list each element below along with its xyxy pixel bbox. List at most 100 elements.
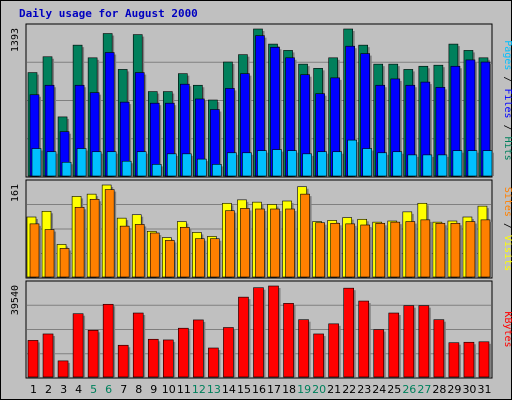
x-tick-label-day-25: 25 bbox=[387, 383, 401, 396]
x-tick-label-day-4: 4 bbox=[75, 383, 82, 396]
pages-bar bbox=[482, 150, 493, 177]
kbytes-bar bbox=[178, 327, 189, 378]
pages-bar bbox=[242, 152, 252, 177]
kbytes-bar bbox=[27, 340, 39, 378]
pages-bar bbox=[347, 139, 357, 177]
legend-hits: Hits bbox=[502, 137, 512, 161]
x-tick-label-day-16: 16 bbox=[252, 383, 266, 396]
kbytes-bar bbox=[328, 323, 339, 378]
sites-bar bbox=[375, 222, 386, 278]
panel-visits-sites-ymax-label: 161 bbox=[10, 184, 21, 202]
pages-bar bbox=[212, 164, 222, 177]
x-tick-label-day-31: 31 bbox=[477, 383, 491, 396]
x-tick-label-day-14: 14 bbox=[222, 383, 236, 396]
kbytes-bar bbox=[117, 344, 129, 378]
kbytes-bar bbox=[193, 319, 204, 378]
sites-bar bbox=[345, 223, 355, 278]
pages-bar bbox=[166, 153, 177, 177]
pages-bar bbox=[452, 150, 463, 177]
sites-bar bbox=[255, 208, 265, 278]
x-tick-label-day-6: 6 bbox=[105, 383, 112, 396]
sites-bar bbox=[270, 208, 280, 278]
legend-files: Files bbox=[502, 88, 512, 118]
sites-bar bbox=[29, 223, 40, 278]
pages-bar bbox=[76, 148, 87, 177]
x-tick-label-day-30: 30 bbox=[462, 383, 476, 396]
x-tick-label-day-27: 27 bbox=[417, 383, 431, 396]
kbytes-bar bbox=[418, 305, 430, 378]
panel-hits-files-pages-ymax-label: 1393 bbox=[10, 28, 21, 52]
kbytes-bar bbox=[72, 313, 84, 378]
kbytes-bar bbox=[87, 329, 99, 378]
x-tick-label-day-19: 19 bbox=[297, 383, 311, 396]
x-tick-label-day-5: 5 bbox=[90, 383, 97, 396]
pages-bar bbox=[407, 154, 418, 177]
kbytes-bar bbox=[57, 360, 69, 378]
panel-visits-sites-legend-separator: / bbox=[502, 217, 512, 235]
pages-bar bbox=[317, 151, 327, 177]
kbytes-bar bbox=[478, 341, 490, 378]
pages-bar bbox=[437, 154, 448, 177]
x-tick-label-day-13: 13 bbox=[207, 383, 221, 396]
chart-panels: 1393 Pages / Files / Hits 161 Sites / Visit… bbox=[10, 23, 512, 379]
sites-bar bbox=[44, 229, 55, 278]
legend-visits: Visits bbox=[502, 235, 512, 271]
kbytes-bar bbox=[283, 303, 294, 378]
pages-bar bbox=[151, 164, 162, 177]
panel-visits-sites-legend: Sites / Visits bbox=[502, 187, 512, 271]
sites-bar bbox=[164, 240, 175, 278]
pages-bar bbox=[467, 150, 478, 177]
kbytes-bar bbox=[253, 287, 264, 378]
x-tick-label-day-22: 22 bbox=[342, 383, 356, 396]
pages-bar bbox=[362, 148, 373, 177]
sites-bar bbox=[300, 193, 310, 278]
sites-bar bbox=[315, 222, 325, 278]
kbytes-bar bbox=[313, 333, 324, 378]
sites-bar bbox=[180, 226, 190, 278]
sites-bar bbox=[134, 224, 145, 278]
x-tick-label-day-12: 12 bbox=[192, 383, 206, 396]
sites-bar bbox=[465, 221, 476, 278]
pages-bar bbox=[61, 161, 72, 177]
kbytes-bar bbox=[238, 296, 249, 378]
panel-kbytes-ymax-label: 39540 bbox=[10, 285, 21, 315]
sites-bar bbox=[450, 222, 461, 278]
kbytes-bar bbox=[373, 329, 385, 378]
kbytes-bar bbox=[132, 312, 144, 378]
legend-sites: Sites bbox=[502, 187, 512, 217]
x-tick-label-day-11: 11 bbox=[177, 383, 191, 396]
sites-bar bbox=[225, 210, 235, 278]
pages-bar bbox=[91, 151, 102, 177]
kbytes-bar bbox=[448, 342, 460, 378]
panel-hits-files-pages-legend-separator: / bbox=[502, 119, 512, 137]
sites-bar bbox=[240, 208, 250, 278]
panel-kbytes: 39540 KBytes bbox=[10, 280, 512, 379]
panel-visits-sites: 161 Sites / Visits bbox=[10, 179, 512, 279]
pages-bar bbox=[302, 153, 312, 177]
kbytes-bar bbox=[208, 347, 219, 378]
pages-bar bbox=[106, 151, 117, 177]
sites-bar bbox=[435, 222, 446, 278]
sites-bar bbox=[59, 248, 70, 278]
kbytes-bar bbox=[102, 303, 114, 378]
panel-hits-files-pages-legend: Pages / Files / Hits bbox=[502, 40, 512, 160]
sites-bar bbox=[119, 225, 130, 278]
pages-bar bbox=[332, 151, 342, 177]
pages-bar bbox=[422, 154, 433, 177]
panel-hits-files-pages-legend-separator: / bbox=[502, 70, 512, 88]
chart-title: Daily usage for August 2000 bbox=[19, 7, 198, 20]
x-tick-label-day-7: 7 bbox=[120, 383, 127, 396]
x-tick-label-day-26: 26 bbox=[402, 383, 416, 396]
x-tick-label-day-20: 20 bbox=[312, 383, 326, 396]
sites-bar bbox=[360, 224, 371, 278]
sites-bar bbox=[74, 206, 85, 278]
x-tick-label-day-18: 18 bbox=[282, 383, 296, 396]
pages-bar bbox=[46, 151, 57, 177]
sites-bar bbox=[330, 222, 340, 278]
legend-kbytes: KBytes bbox=[502, 311, 512, 347]
sites-bar bbox=[89, 198, 100, 278]
sites-bar bbox=[285, 208, 295, 278]
kbytes-bar bbox=[223, 327, 234, 378]
